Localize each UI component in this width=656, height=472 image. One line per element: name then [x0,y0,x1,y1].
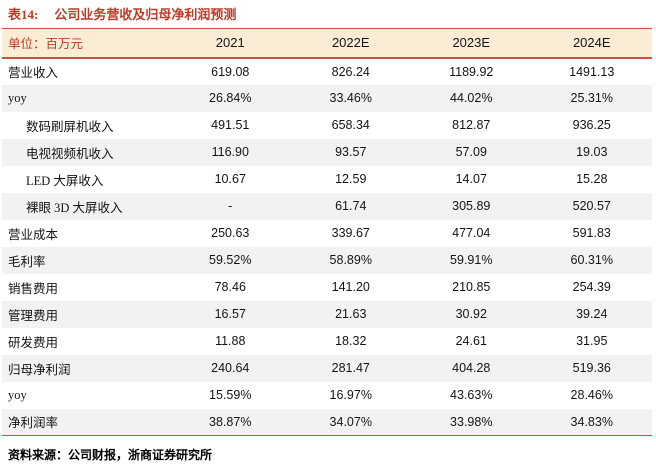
cell-value: 14.07 [455,172,487,186]
table-number-label: 表14: [8,7,39,22]
cell-value: 39.24 [576,307,608,321]
row-label: 营业成本 [8,227,59,242]
cell-value: 33.98% [450,414,493,429]
table-row: 营业收入 619.08 826.24 1189.92 1491.13 [2,58,652,85]
col-header-2023E: 2023E [411,28,532,59]
table-row: 管理费用 16.57 21.63 30.92 39.24 [2,300,652,328]
cell-value: 11.88 [215,334,246,348]
cell-value: 31.95 [576,334,608,348]
cell-value: 57.09 [455,145,487,159]
cell-value: 1189.92 [449,64,494,79]
col-header-2022E: 2022E [290,28,411,59]
row-label: 管理费用 [8,308,59,323]
row-label: 营业收入 [8,66,59,80]
cell-value: 78.46 [214,280,246,294]
cell-value: 591.83 [572,226,611,240]
cell-value: 58.89% [329,253,372,267]
cell-value: 10.67 [214,172,246,186]
cell-value: 141.20 [331,280,370,294]
cell-value: 59.91% [450,253,493,267]
cell-value: 28.46% [570,388,613,402]
row-label: 归母净利润 [8,362,71,377]
cell-value: 619.08 [211,64,250,79]
cell-value: 15.59% [209,388,252,402]
table-title: 表14: 公司业务营收及归母净利润预测 [2,6,652,24]
cell-value: 281.47 [331,361,370,375]
col-header-2024E: 2024E [531,28,652,59]
cell-value: 59.52% [209,253,252,267]
table-row: 数码刷屏机收入 491.51 658.34 812.87 936.25 [2,112,652,139]
table-title-text: 公司业务营收及归母净利润预测 [54,7,237,22]
cell-value: 936.25 [572,118,611,132]
cell-value: 404.28 [452,361,491,375]
cell-value: 43.63% [450,388,493,402]
cell-value: 812.87 [452,118,491,132]
cell-value: 254.39 [572,280,611,294]
cell-value: 116.90 [211,145,249,159]
cell-value: 12.59 [335,172,367,186]
cell-value: 18.32 [335,334,367,348]
cell-value: 16.97% [329,388,372,402]
unit-label: 单位：百万元 [2,28,170,59]
row-label: 裸眼 3D 大屏收入 [26,200,123,215]
cell-value: 60.31% [570,253,613,267]
table-row: 营业成本 250.63 339.67 477.04 591.83 [2,220,652,247]
cell-value: 658.34 [331,118,370,132]
cell-value: 305.89 [452,199,491,213]
table-row: 归母净利润 240.64 281.47 404.28 519.36 [2,354,652,382]
cell-value: 25.31% [570,91,613,105]
row-label: yoy [8,90,27,105]
cell-value: 520.57 [572,199,611,213]
table-row: 电视视频机收入 116.90 93.57 57.09 19.03 [2,138,652,166]
cell-value: - [228,199,233,213]
row-label: yoy [8,387,27,402]
row-label: 研发费用 [8,335,59,350]
cell-value: 61.74 [335,199,367,213]
cell-value: 30.92 [455,307,487,321]
cell-value: 491.51 [211,118,250,132]
cell-value: 1491.13 [569,64,615,79]
row-label: 销售费用 [8,281,59,296]
table-row: yoy 26.84% 33.46% 44.02% 25.31% [2,84,652,112]
cell-value: 26.84% [209,91,252,105]
cell-value: 21.63 [335,307,367,321]
table-row: 裸眼 3D 大屏收入 - 61.74 305.89 520.57 [2,192,652,220]
row-label: 数码刷屏机收入 [26,119,114,134]
row-label: 净利润率 [8,416,59,431]
table-body: 营业收入 619.08 826.24 1189.92 1491.13 yoy 26.84% 3… [2,58,652,436]
cell-value: 34.83% [570,414,613,429]
forecast-table: 单位：百万元 2021 2022E 2023E 2024E 营业收入 619.08 826… [2,28,652,436]
row-label: LED 大屏收入 [26,173,104,188]
cell-value: 339.67 [331,226,370,240]
table-row: 毛利率 59.52% 58.89% 59.91% 60.31% [2,246,652,274]
table-row: 研发费用 11.88 18.32 24.61 31.95 [2,328,652,355]
cell-value: 24.61 [455,334,487,348]
row-label: 电视视频机收入 [26,146,114,161]
table-row: 销售费用 78.46 141.20 210.85 254.39 [2,274,652,301]
cell-value: 19.03 [576,145,608,159]
cell-value: 250.63 [211,226,250,240]
table-row: yoy 15.59% 16.97% 43.63% 28.46% [2,382,652,409]
cell-value: 38.87% [209,414,252,429]
header-row: 单位：百万元 2021 2022E 2023E 2024E [2,28,652,59]
table-row: LED 大屏收入 10.67 12.59 14.07 15.28 [2,166,652,193]
cell-value: 44.02% [450,91,493,105]
cell-value: 33.46% [329,91,372,105]
cell-value: 93.57 [335,145,367,159]
cell-value: 477.04 [452,226,491,240]
cell-value: 240.64 [211,361,250,375]
row-label: 毛利率 [8,254,46,269]
source-note: 资料来源：公司财报，浙商证券研究所 [8,448,213,462]
col-header-2021: 2021 [170,28,291,59]
cell-value: 15.28 [576,172,608,186]
cell-value: 210.85 [452,280,491,294]
cell-value: 16.57 [214,307,246,321]
cell-value: 826.24 [331,64,370,79]
table-row: 净利润率 38.87% 34.07% 33.98% 34.83% [2,408,652,436]
cell-value: 519.36 [572,361,611,375]
cell-value: 34.07% [329,414,372,429]
